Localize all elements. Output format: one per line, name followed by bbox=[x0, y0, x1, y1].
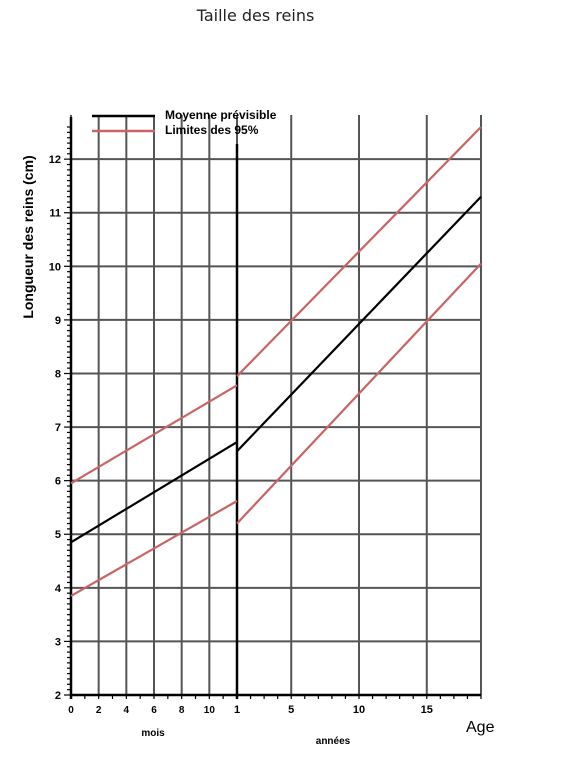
x-unit-label-months: mois bbox=[141, 728, 165, 739]
series-limit-mois bbox=[70, 384, 238, 485]
x-tick-label: 4 bbox=[124, 705, 130, 716]
series-limit-mois bbox=[70, 500, 238, 597]
y-tick-label: 9 bbox=[55, 315, 61, 327]
legend: Moyenne prévisible Limites des 95% bbox=[92, 108, 277, 137]
y-tick-label: 8 bbox=[55, 368, 61, 380]
y-tick-label: 3 bbox=[55, 636, 61, 648]
series-mean-mois bbox=[70, 441, 238, 544]
page-title: Taille des reins bbox=[196, 6, 315, 25]
y-tick-label: 11 bbox=[49, 208, 61, 220]
y-tick-label: 6 bbox=[55, 476, 61, 488]
series-limit-années bbox=[236, 262, 482, 525]
x-tick-label: 10 bbox=[204, 705, 216, 716]
y-axis-label: Longueur des reins (cm) bbox=[20, 155, 36, 318]
x-tick-label: 5 bbox=[288, 704, 294, 716]
x-tick-label: 10 bbox=[353, 704, 365, 716]
axes bbox=[64, 117, 482, 699]
y-tick-label: 5 bbox=[55, 529, 61, 541]
series-limit-années bbox=[236, 126, 482, 377]
x-axis-label-age: Age bbox=[466, 719, 495, 736]
series-mean-années bbox=[236, 195, 482, 452]
x-tick-label: 1 bbox=[234, 704, 240, 716]
x-unit-label-years: années bbox=[316, 736, 351, 747]
legend-label-mean: Moyenne prévisible bbox=[165, 108, 277, 122]
x-tick-label: 8 bbox=[179, 705, 185, 716]
y-tick-label: 10 bbox=[49, 261, 61, 273]
y-tick-label: 7 bbox=[55, 422, 61, 434]
grid bbox=[70, 115, 482, 695]
y-tick-label: 2 bbox=[55, 690, 61, 702]
x-tick-label: 6 bbox=[151, 705, 157, 716]
series bbox=[70, 126, 482, 597]
x-tick-label: 15 bbox=[421, 704, 433, 716]
x-tick-label: 0 bbox=[68, 705, 74, 716]
legend-label-limits: Limites des 95% bbox=[165, 123, 259, 137]
x-tick-label: 2 bbox=[96, 705, 102, 716]
y-tick-label: 4 bbox=[55, 583, 62, 595]
y-tick-label: 12 bbox=[49, 154, 61, 166]
